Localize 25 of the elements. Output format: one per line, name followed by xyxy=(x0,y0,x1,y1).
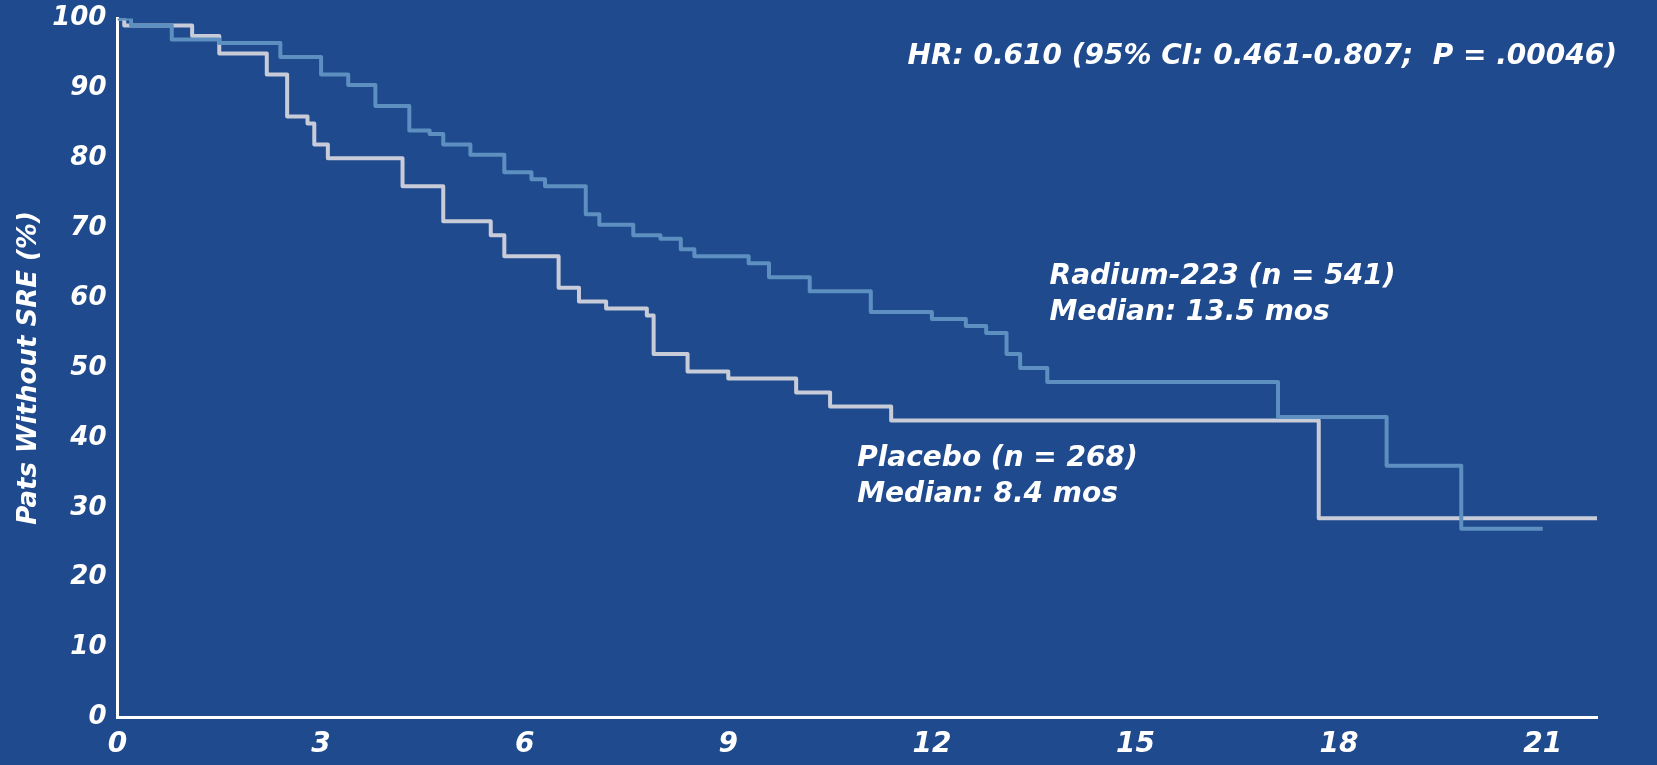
y-tick-label: 30 xyxy=(70,490,107,521)
x-tick-label: 15 xyxy=(1116,726,1155,760)
annotation: Median: 13.5 mos xyxy=(1049,294,1330,328)
y-tick-label: 50 xyxy=(70,350,107,381)
y-tick-label: 80 xyxy=(70,141,107,172)
x-tick-label: 9 xyxy=(718,726,739,760)
x-tick-label: 12 xyxy=(912,726,952,760)
y-tick-label: 40 xyxy=(69,420,107,451)
y-tick-label: 60 xyxy=(70,280,107,311)
annotation: HR: 0.610 (95% CI: 0.461-0.807; P = .00046) xyxy=(907,37,1617,71)
text: Radium-223 (n = 541) xyxy=(1049,258,1396,292)
y-axis-title: Pats Without SRE (%) xyxy=(12,211,43,525)
y-tick-label: 0 xyxy=(88,700,107,731)
y-tick-label: 70 xyxy=(70,210,107,241)
x-tick-label: 0 xyxy=(107,726,128,760)
x-tick-label: 18 xyxy=(1319,726,1359,760)
y-tick-label: 90 xyxy=(70,71,107,102)
y-tick-label: 10 xyxy=(70,630,107,661)
y-tick-label: 20 xyxy=(70,560,107,591)
x-tick-label: 21 xyxy=(1523,726,1563,760)
annotation: Median: 8.4 mos xyxy=(857,475,1118,509)
y-tick-label: 100 xyxy=(52,1,107,32)
series-label: Placebo (n = 268) xyxy=(857,439,1138,473)
x-tick-label: 6 xyxy=(514,726,535,760)
x-tick-label: 3 xyxy=(311,726,331,760)
